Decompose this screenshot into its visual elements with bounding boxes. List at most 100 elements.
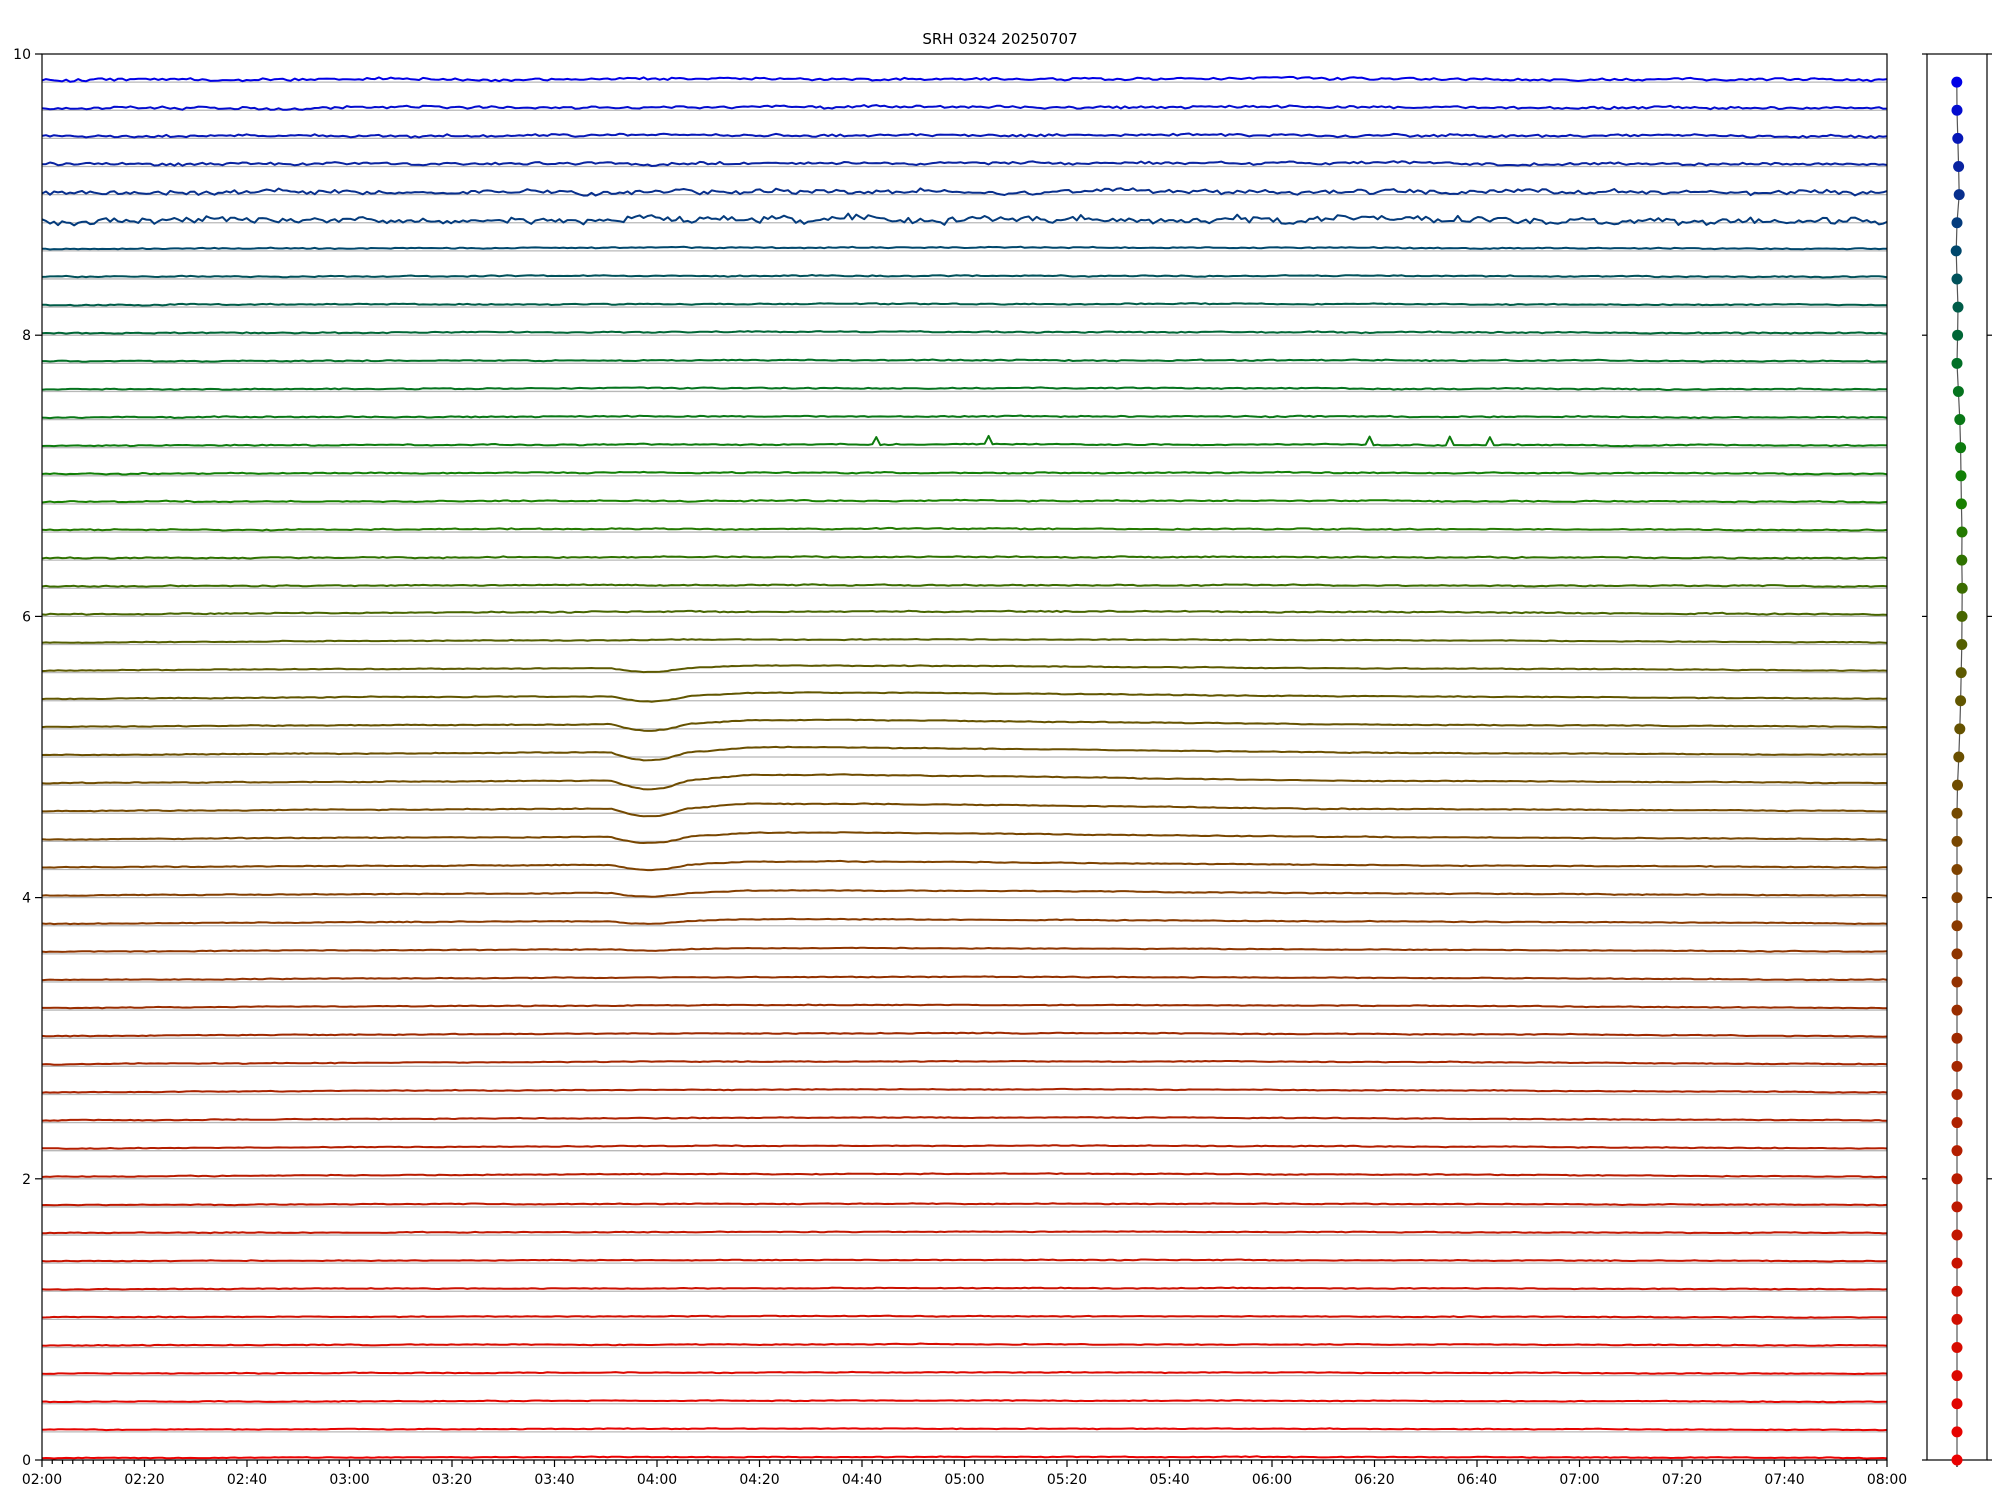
marker-point: [1956, 582, 1968, 594]
marker-point: [1954, 414, 1966, 426]
x-tick-label: 02:20: [124, 1472, 164, 1488]
series-line: [41, 498, 1888, 504]
series-line: [41, 132, 1888, 139]
marker-point: [1951, 1313, 1963, 1325]
series-line: [41, 691, 1888, 703]
x-tick-label: 06:40: [1457, 1472, 1497, 1488]
marker-point: [1950, 245, 1962, 257]
marker-point: [1955, 667, 1967, 679]
series-line: [41, 1059, 1888, 1066]
plot-frame: [41, 53, 1888, 1461]
marker-point: [1952, 779, 1963, 791]
x-tick-label: 02:00: [22, 1472, 62, 1488]
series-line: [41, 583, 1888, 588]
series-line: [41, 946, 1888, 953]
marker-point: [1955, 442, 1967, 454]
x-tick-label: 03:20: [432, 1472, 472, 1488]
marker-point: [1951, 1285, 1963, 1297]
marker-point: [1955, 498, 1967, 510]
series-line: [41, 1031, 1888, 1038]
marker-panel: [1950, 76, 1968, 1466]
series-line: [41, 638, 1888, 644]
x-tick-label: 06:00: [1252, 1472, 1292, 1488]
marker-point: [1953, 160, 1965, 172]
series-line: [41, 1286, 1888, 1291]
series-line: [41, 414, 1888, 420]
marker-point: [1951, 1342, 1963, 1354]
series-line: [41, 1172, 1888, 1179]
series-line: [41, 1258, 1888, 1263]
x-tick-label: 02:40: [227, 1472, 267, 1488]
series-line: [42, 802, 1887, 818]
marker-point: [1951, 1426, 1963, 1438]
x-tick-label: 03:40: [534, 1472, 574, 1488]
marker-point: [1953, 189, 1965, 201]
series-line: [41, 555, 1888, 560]
y-tick-label: 8: [22, 328, 31, 344]
x-tick-label: 05:40: [1149, 1472, 1189, 1488]
x-axis: 02:00 02:20 02:40 03:00 03:20 03:40 04:00 04:20…: [22, 1460, 1907, 1488]
marker-point: [1951, 1201, 1963, 1213]
x-tick-label: 03:00: [329, 1472, 369, 1488]
marker-point: [1951, 104, 1963, 116]
marker-point: [1951, 76, 1963, 88]
y-tick-label: 6: [22, 609, 31, 625]
marker-point: [1951, 1004, 1963, 1016]
series-line: [41, 889, 1888, 898]
marker-point: [1952, 385, 1964, 397]
x-tick-label: 08:00: [1867, 1472, 1907, 1488]
y-tick-label: 10: [13, 47, 31, 63]
marker-point: [1956, 610, 1968, 622]
series-line: [41, 386, 1888, 391]
series-line: [41, 160, 1888, 167]
x-tick-label: 04:00: [637, 1472, 677, 1488]
x-tick-label: 06:20: [1354, 1472, 1394, 1488]
marker-point: [1951, 1173, 1963, 1185]
marker-point: [1951, 1229, 1963, 1241]
marker-point: [1951, 976, 1963, 988]
series-line: [41, 274, 1888, 279]
series-line: [41, 104, 1888, 111]
series-line: [42, 1144, 1888, 1150]
series-line: [41, 187, 1888, 197]
series-line: [42, 358, 1888, 363]
y-axis: 0 2 4 6 8 10: [13, 47, 1992, 1469]
marker-point: [1951, 1060, 1963, 1072]
marker-point: [1951, 948, 1963, 960]
x-tick-label: 07:40: [1764, 1472, 1804, 1488]
series-line: [41, 975, 1888, 982]
series-line: [41, 302, 1888, 307]
series-line: [41, 1314, 1888, 1319]
marker-point: [1951, 863, 1963, 875]
x-tick-label: 07:00: [1559, 1472, 1599, 1488]
series-line: [41, 1455, 1888, 1460]
series-line: [41, 75, 1888, 83]
series-line: [42, 1003, 1887, 1010]
series-line: [41, 1116, 1888, 1122]
marker-point: [1951, 1257, 1963, 1269]
marker-point: [1952, 329, 1964, 341]
series-line: [42, 1230, 1888, 1235]
series-line: [42, 245, 1887, 251]
marker-point: [1955, 695, 1967, 707]
marker-point: [1956, 554, 1968, 566]
marker-point: [1951, 1145, 1963, 1157]
marker-point: [1956, 526, 1968, 538]
marker-point: [1955, 470, 1967, 482]
marker-point: [1952, 301, 1964, 313]
series-line: [41, 1399, 1887, 1404]
marker-point: [1951, 1370, 1963, 1382]
series-line: [41, 773, 1888, 791]
marker-point: [1951, 1088, 1963, 1100]
series-line: [41, 434, 1888, 448]
series-line: [41, 1087, 1888, 1094]
y-tick-label: 2: [22, 1172, 31, 1188]
marker-point: [1951, 1117, 1963, 1129]
series-line: [41, 831, 1888, 844]
marker-point: [1951, 1398, 1963, 1410]
series-line: [41, 526, 1888, 532]
marker-point: [1951, 920, 1963, 932]
series-line: [41, 1427, 1888, 1432]
marker-point: [1951, 835, 1963, 847]
